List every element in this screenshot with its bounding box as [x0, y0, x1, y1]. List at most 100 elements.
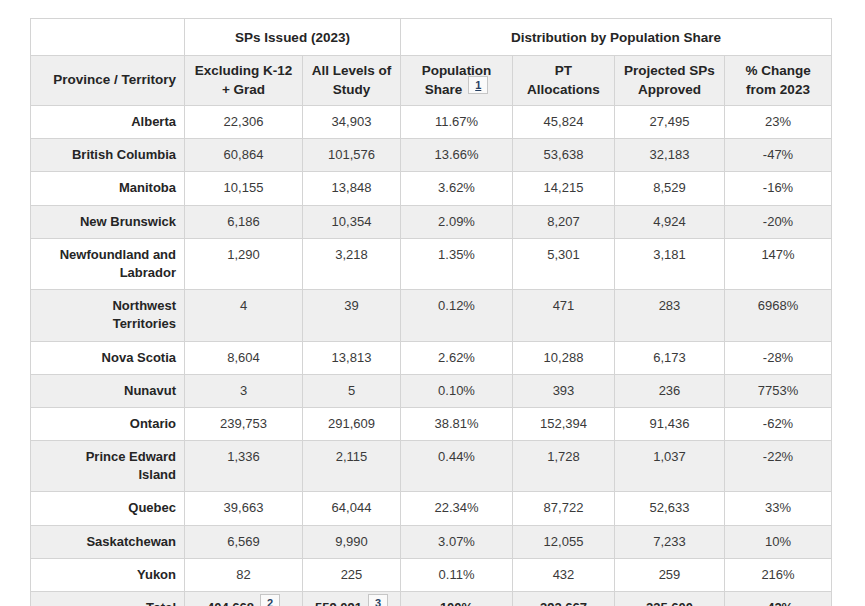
- value-text: 82: [236, 567, 250, 582]
- value-cell: 404,668 2: [185, 592, 303, 606]
- value-text: 27,495: [650, 114, 690, 129]
- value-cell: 91,436: [615, 407, 725, 440]
- footnote-link-1[interactable]: 1: [468, 81, 488, 99]
- value-text: -22%: [763, 449, 793, 464]
- value-text: 10,155: [224, 180, 264, 195]
- value-cell: 8,529: [615, 172, 725, 205]
- value-text: 259: [659, 567, 681, 582]
- value-text: 12,055: [544, 534, 584, 549]
- value-cell: 5,301: [513, 238, 615, 289]
- value-text: 100%: [440, 600, 473, 606]
- value-cell: 6,186: [185, 205, 303, 238]
- value-cell: 7753%: [725, 374, 832, 407]
- value-cell: -16%: [725, 172, 832, 205]
- value-text: 7,233: [653, 534, 686, 549]
- footnote-link-3[interactable]: 3: [368, 599, 388, 606]
- value-cell: 152,394: [513, 407, 615, 440]
- value-text: 52,633: [650, 500, 690, 515]
- value-cell: 2.62%: [401, 341, 513, 374]
- value-text: 236: [659, 383, 681, 398]
- value-text: 45,824: [544, 114, 584, 129]
- value-text: 0.10%: [438, 383, 475, 398]
- value-text: 5,301: [547, 247, 580, 262]
- value-text: 393: [553, 383, 575, 398]
- value-text: 11.67%: [435, 114, 478, 129]
- value-text: 8,207: [547, 214, 580, 229]
- value-cell: 1,728: [513, 441, 615, 492]
- value-text: 2,115: [336, 449, 368, 464]
- value-cell: 13.66%: [401, 139, 513, 172]
- value-cell: 10,354: [303, 205, 401, 238]
- value-text: 4: [240, 298, 247, 313]
- value-text: 10,354: [332, 214, 372, 229]
- value-text: 6,173: [653, 350, 686, 365]
- value-text: 5: [348, 383, 355, 398]
- value-cell: 393: [513, 374, 615, 407]
- value-text: 3,218: [335, 247, 368, 262]
- value-text: 2.09%: [438, 214, 475, 229]
- value-cell: 101,576: [303, 139, 401, 172]
- value-cell: 259: [615, 558, 725, 591]
- value-cell: 225: [303, 558, 401, 591]
- value-cell: -62%: [725, 407, 832, 440]
- value-cell: 1,336: [185, 441, 303, 492]
- value-text: 432: [553, 567, 575, 582]
- province-cell: Nunavut: [31, 374, 185, 407]
- column-header-row: Province / TerritoryExcluding K-12 + Gra…: [31, 56, 832, 106]
- col-header-label: Projected SPs Approved: [624, 63, 715, 96]
- value-text: 239,753: [220, 416, 267, 431]
- value-text: 235,600: [646, 600, 693, 606]
- footnote-link-2[interactable]: 2: [260, 599, 280, 606]
- value-cell: 52,633: [615, 492, 725, 525]
- footnote-link-3-text[interactable]: 3: [368, 594, 388, 606]
- table-row-alberta: Alberta 22,306 34,903 11.67% 45,824 27,495 23%: [31, 106, 832, 139]
- table-container: SPs Issued (2023) Distribution by Popula…: [0, 0, 865, 606]
- value-cell: 3,218: [303, 238, 401, 289]
- value-cell: -22%: [725, 441, 832, 492]
- value-cell: 0.11%: [401, 558, 513, 591]
- value-text: 23%: [765, 114, 791, 129]
- value-text: 0.44%: [438, 449, 475, 464]
- value-text: 0.12%: [438, 298, 475, 313]
- value-text: -16%: [763, 180, 793, 195]
- value-cell: 34,903: [303, 106, 401, 139]
- group-header-sps-issued: SPs Issued (2023): [185, 19, 401, 56]
- value-text: 10%: [765, 534, 791, 549]
- value-cell: 1,037: [615, 441, 725, 492]
- value-cell: 283: [615, 290, 725, 341]
- value-cell: 6,173: [615, 341, 725, 374]
- value-cell: 5: [303, 374, 401, 407]
- value-cell: 27,495: [615, 106, 725, 139]
- province-cell: Nova Scotia: [31, 341, 185, 374]
- footnote-link-2-text[interactable]: 2: [260, 594, 280, 606]
- value-text: 6,569: [227, 534, 260, 549]
- value-cell: 4: [185, 290, 303, 341]
- col-header-label: PT Allocations: [527, 63, 600, 96]
- col-header-all-levels-of-study: All Levels of Study: [303, 56, 401, 106]
- col-header-pt-allocations: PT Allocations: [513, 56, 615, 106]
- value-cell: 7,233: [615, 525, 725, 558]
- province-cell: Quebec: [31, 492, 185, 525]
- table-row-nunavut: Nunavut350.10%3932367753%: [31, 374, 832, 407]
- col-header-excluding-k-12-grad: Excluding K-12 + Grad: [185, 56, 303, 106]
- value-cell: 216%: [725, 558, 832, 591]
- table-row-new-brunswick: New Brunswick6,18610,3542.09%8,2074,924-…: [31, 205, 832, 238]
- value-cell: 60,864: [185, 139, 303, 172]
- value-cell: 2.09%: [401, 205, 513, 238]
- value-text: 60,864: [224, 147, 264, 162]
- value-cell: 11.67%: [401, 106, 513, 139]
- value-text: 147%: [761, 247, 794, 262]
- value-text: 1,728: [547, 449, 580, 464]
- value-text: 33%: [765, 500, 791, 515]
- province-cell: Alberta: [31, 106, 185, 139]
- value-text: 404,668: [207, 600, 254, 606]
- value-text: 6968%: [758, 298, 798, 313]
- value-text: 559,091: [315, 600, 362, 606]
- value-cell: 559,091 3: [303, 592, 401, 606]
- value-cell: 38.81%: [401, 407, 513, 440]
- footnote-link-1-text[interactable]: 1: [468, 76, 488, 94]
- value-cell: 392,667: [513, 592, 615, 606]
- value-text: 22,306: [224, 114, 264, 129]
- value-cell: 12,055: [513, 525, 615, 558]
- value-text: 4,924: [653, 214, 686, 229]
